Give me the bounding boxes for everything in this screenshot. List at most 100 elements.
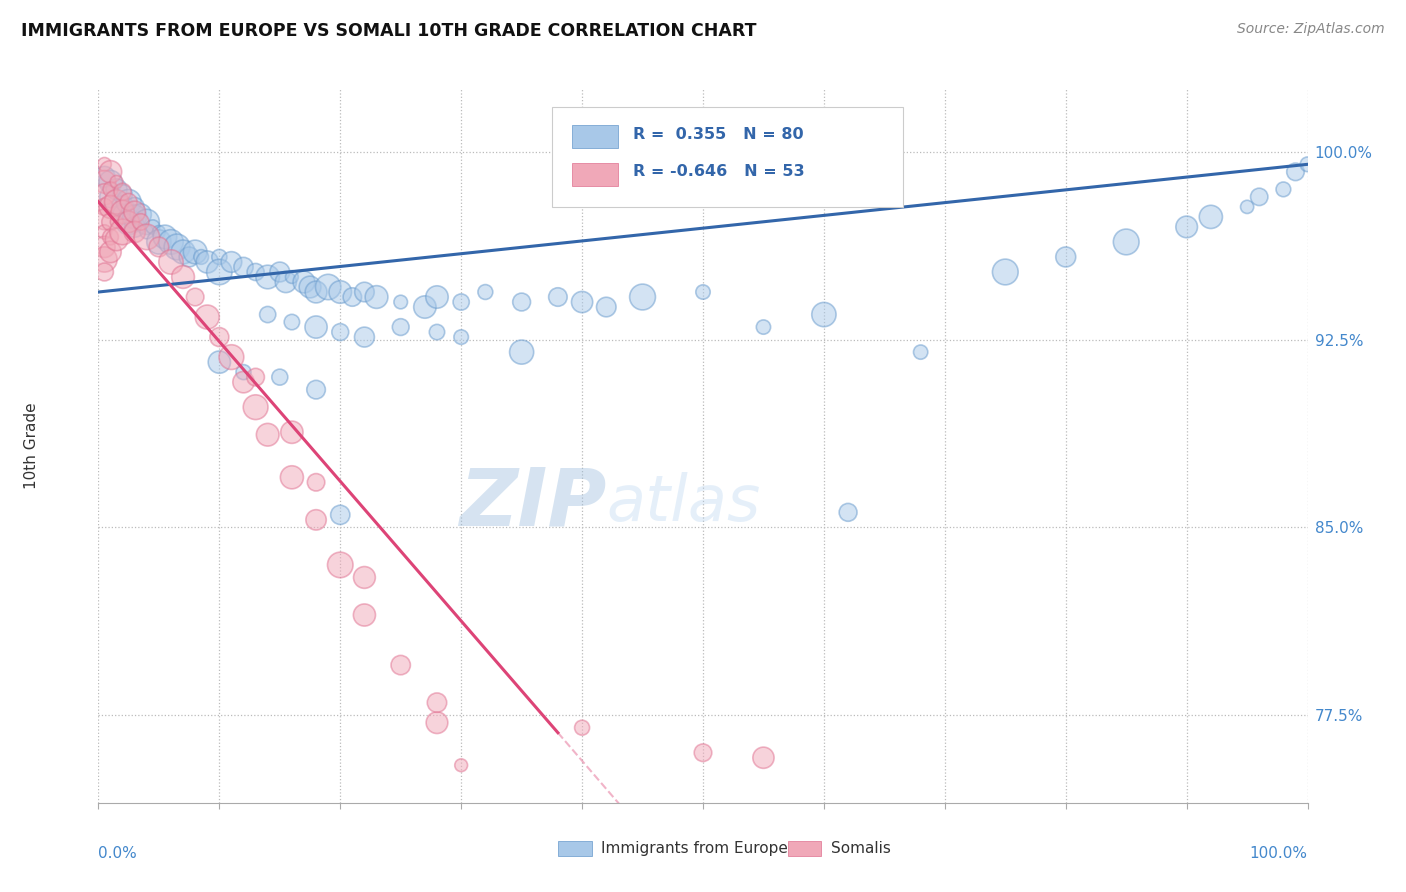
Point: [837, 505, 859, 519]
Point: [1199, 210, 1222, 224]
Point: [100, 230, 122, 244]
Point: [366, 290, 388, 304]
Point: [100, 244, 122, 259]
Point: [105, 232, 128, 246]
Point: [571, 721, 593, 735]
Point: [426, 290, 449, 304]
Point: [93, 265, 115, 279]
Point: [281, 270, 304, 285]
Point: [450, 330, 472, 344]
Point: [281, 425, 304, 440]
Point: [93, 187, 115, 202]
Point: [305, 320, 328, 334]
Point: [245, 400, 267, 414]
Point: [232, 260, 254, 274]
Point: [142, 219, 165, 234]
Point: [910, 345, 932, 359]
Point: [118, 194, 141, 209]
Point: [994, 265, 1017, 279]
Point: [172, 244, 194, 259]
Point: [93, 252, 115, 267]
Point: [172, 270, 194, 285]
Point: [426, 715, 449, 730]
Point: [100, 175, 122, 189]
Point: [100, 215, 122, 229]
Point: [148, 225, 170, 239]
Point: [329, 558, 352, 572]
Point: [510, 345, 533, 359]
Point: [105, 175, 128, 189]
Point: [269, 370, 291, 384]
Point: [221, 255, 243, 269]
Point: [1054, 250, 1077, 264]
Point: [510, 295, 533, 310]
Point: [813, 308, 835, 322]
Point: [353, 330, 375, 344]
Point: [353, 607, 375, 622]
Point: [281, 470, 304, 484]
Point: [105, 215, 128, 229]
Point: [1249, 190, 1271, 204]
Point: [124, 219, 146, 234]
Point: [450, 295, 472, 310]
Point: [292, 275, 315, 289]
Point: [389, 658, 412, 673]
Point: [474, 285, 496, 299]
Point: [93, 240, 115, 254]
Point: [184, 244, 207, 259]
Point: [105, 194, 128, 209]
Point: [305, 285, 328, 299]
Point: [100, 200, 122, 214]
Point: [124, 225, 146, 239]
Point: [329, 508, 352, 522]
Point: [93, 200, 115, 214]
Point: [135, 230, 157, 244]
Text: atlas: atlas: [606, 472, 761, 534]
Point: [148, 235, 170, 249]
Point: [353, 285, 375, 299]
Point: [118, 215, 141, 229]
Point: [208, 250, 231, 264]
Point: [111, 200, 134, 214]
Point: [305, 383, 328, 397]
Point: [342, 290, 364, 304]
Point: [118, 215, 141, 229]
Point: [124, 205, 146, 219]
Point: [100, 182, 122, 196]
Point: [177, 250, 201, 264]
Text: R = -0.646   N = 53: R = -0.646 N = 53: [633, 164, 804, 179]
FancyBboxPatch shape: [551, 107, 903, 207]
Point: [232, 365, 254, 379]
Point: [111, 207, 134, 221]
Point: [413, 300, 436, 314]
Point: [571, 295, 593, 310]
Point: [329, 325, 352, 339]
Point: [752, 750, 775, 764]
Point: [232, 375, 254, 389]
Point: [166, 240, 188, 254]
Point: [93, 225, 115, 239]
Point: [129, 207, 152, 221]
Point: [148, 240, 170, 254]
Point: [316, 280, 339, 294]
Point: [752, 320, 775, 334]
Point: [118, 194, 141, 209]
Point: [160, 255, 183, 269]
Bar: [572, 162, 619, 186]
Point: [1115, 235, 1137, 249]
Point: [426, 696, 449, 710]
Point: [124, 210, 146, 224]
Point: [93, 212, 115, 227]
Point: [135, 225, 157, 239]
Point: [111, 187, 134, 202]
Point: [1236, 200, 1258, 214]
Point: [124, 200, 146, 214]
Text: 10th Grade: 10th Grade: [24, 402, 39, 490]
Point: [595, 300, 617, 314]
Point: [135, 215, 157, 229]
Text: 100.0%: 100.0%: [1250, 846, 1308, 861]
Point: [256, 427, 278, 442]
Text: ZIP: ZIP: [458, 464, 606, 542]
Point: [190, 250, 212, 264]
Point: [692, 285, 714, 299]
